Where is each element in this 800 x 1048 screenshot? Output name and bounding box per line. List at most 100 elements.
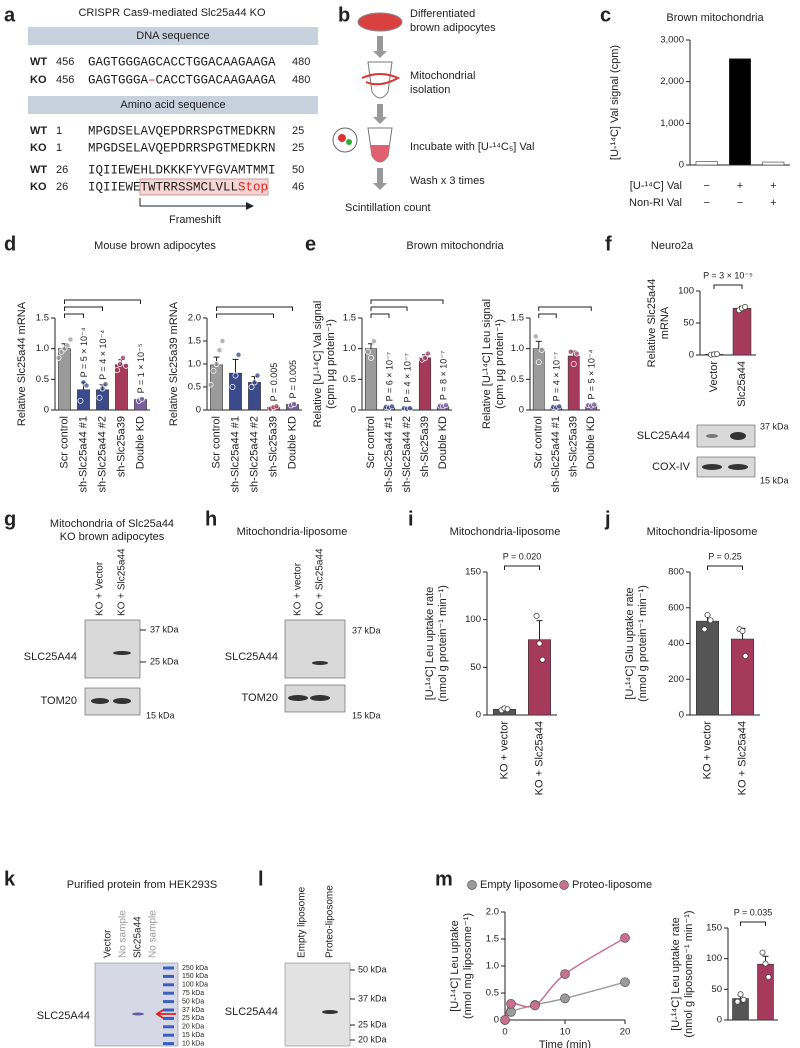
data-point xyxy=(570,361,577,367)
band xyxy=(310,695,330,701)
ladder-label: 250 kDa xyxy=(182,965,208,972)
end-index: 480 xyxy=(292,56,310,68)
data-point xyxy=(443,402,449,409)
condition-label: Non-RI Val xyxy=(629,197,682,209)
panel-title: Mitochondria of Slc25a44 xyxy=(50,518,174,530)
data-point xyxy=(371,338,377,345)
data-point xyxy=(536,640,543,647)
y-tick-label: 150 xyxy=(706,923,722,934)
data-point xyxy=(535,359,542,366)
data-point xyxy=(532,333,539,340)
y-axis-label: (nmol g protein⁻¹ min⁻¹) xyxy=(437,585,449,702)
gel xyxy=(284,962,351,1047)
data-point xyxy=(77,397,84,404)
y-tick-label: 1.5 xyxy=(343,313,356,324)
y-tick-label: 1,000 xyxy=(660,118,684,129)
step-label: Mitochondrial xyxy=(410,70,475,82)
highlight-box xyxy=(139,178,269,196)
data-point xyxy=(291,401,297,407)
red-arrow xyxy=(155,1009,176,1019)
x-tick-label: sh-Slc25a44 #2 xyxy=(401,416,413,492)
data-point xyxy=(219,338,226,344)
sequence: MPGDSELAVQEPDRRSPGTMEDKRN xyxy=(88,124,276,138)
data-point xyxy=(213,361,220,367)
sequence: CACCTGGACAAGAAGA xyxy=(156,73,277,87)
step-label: Differentiated xyxy=(410,8,475,20)
band-label: SLC25A44 xyxy=(225,1006,278,1018)
ladder-band xyxy=(163,1000,174,1004)
arrowhead xyxy=(246,202,254,210)
band xyxy=(312,661,328,665)
y-tick-label: 1.0 xyxy=(36,343,49,354)
sequence: HLDKKKFYVFGVAMTMMI xyxy=(141,163,276,177)
spin-swirl xyxy=(361,73,401,86)
bar xyxy=(695,620,719,716)
ladder-band xyxy=(163,1008,174,1012)
band xyxy=(132,1012,144,1016)
flow-arrow xyxy=(373,168,387,190)
condition-sign: + xyxy=(770,197,776,209)
y-tick-label: 2.0 xyxy=(188,313,201,324)
y-tick-label: 800 xyxy=(668,567,684,578)
section-header-text: Amino acid sequence xyxy=(120,99,225,111)
band xyxy=(702,464,722,470)
y-axis-label: (nmol mg liposome⁻¹) xyxy=(462,913,474,1019)
data-point xyxy=(530,1000,540,1011)
ladder-band xyxy=(163,1025,174,1029)
significance-bracket xyxy=(740,921,766,926)
data-point xyxy=(701,626,708,633)
y-tick-label: 1.0 xyxy=(511,343,524,354)
y-axis-label: (cpm μg protein⁻¹) xyxy=(494,319,506,409)
sequence: IQIIEWE xyxy=(88,163,141,177)
data-point xyxy=(533,612,540,619)
bar xyxy=(730,638,754,716)
legend-marker xyxy=(559,880,569,890)
lane-label: KO + Slc25a44 xyxy=(117,548,128,616)
x-tick-label: sh-Slc25a44 #2 xyxy=(96,416,108,492)
panel-letter: l xyxy=(258,868,264,890)
condition-sign: − xyxy=(703,180,709,192)
x-tick-label: Scr control xyxy=(365,416,377,469)
band xyxy=(706,434,718,438)
data-point xyxy=(714,351,720,357)
y-tick-label: 0.5 xyxy=(511,374,524,385)
panel-letter: h xyxy=(205,508,217,530)
y-axis-label: Relative Slc25a44 xyxy=(646,279,658,368)
y-tick-label: 600 xyxy=(668,602,684,613)
band xyxy=(728,464,748,470)
data-point xyxy=(273,403,280,410)
data-point xyxy=(740,996,747,1003)
data-point xyxy=(765,974,772,981)
ladder-band xyxy=(163,966,174,970)
condition-sign: − xyxy=(703,197,709,209)
data-point xyxy=(560,969,570,979)
p-value: P = 0.020 xyxy=(503,551,542,561)
data-point xyxy=(573,350,580,357)
data-point xyxy=(96,394,103,401)
start-index: 26 xyxy=(56,164,68,176)
x-tick-label: sh-Slc25a39 xyxy=(419,416,431,477)
data-point xyxy=(235,351,242,358)
condition-sign: + xyxy=(737,180,743,192)
p-value: P = 4 × 10⁻⁴ xyxy=(98,330,108,380)
ladder-band xyxy=(163,974,174,978)
lane-label: No sample xyxy=(118,910,129,958)
x-tick-label: Double KD xyxy=(585,416,597,469)
bar xyxy=(732,307,752,356)
panel-letter: m xyxy=(435,868,453,890)
data-point xyxy=(707,617,714,624)
p-value: P = 0.005 xyxy=(288,360,298,399)
x-axis-label: Time (min) xyxy=(539,1039,591,1048)
ladder-label: 100 kDa xyxy=(182,982,208,989)
tube-liquid xyxy=(370,145,390,162)
significance-bracket xyxy=(370,306,408,311)
x-tick-label: Slc25a44 xyxy=(736,361,748,407)
ladder-label: 20 kDa xyxy=(182,1024,204,1031)
step-label: brown adipocytes xyxy=(410,22,496,34)
x-tick-label: Double KD xyxy=(134,416,146,469)
lane-label: KO + Vector xyxy=(95,561,106,616)
y-tick-label: 0.5 xyxy=(343,374,356,385)
data-point xyxy=(232,372,239,379)
data-point xyxy=(539,656,546,663)
ladder-band xyxy=(163,1016,174,1020)
